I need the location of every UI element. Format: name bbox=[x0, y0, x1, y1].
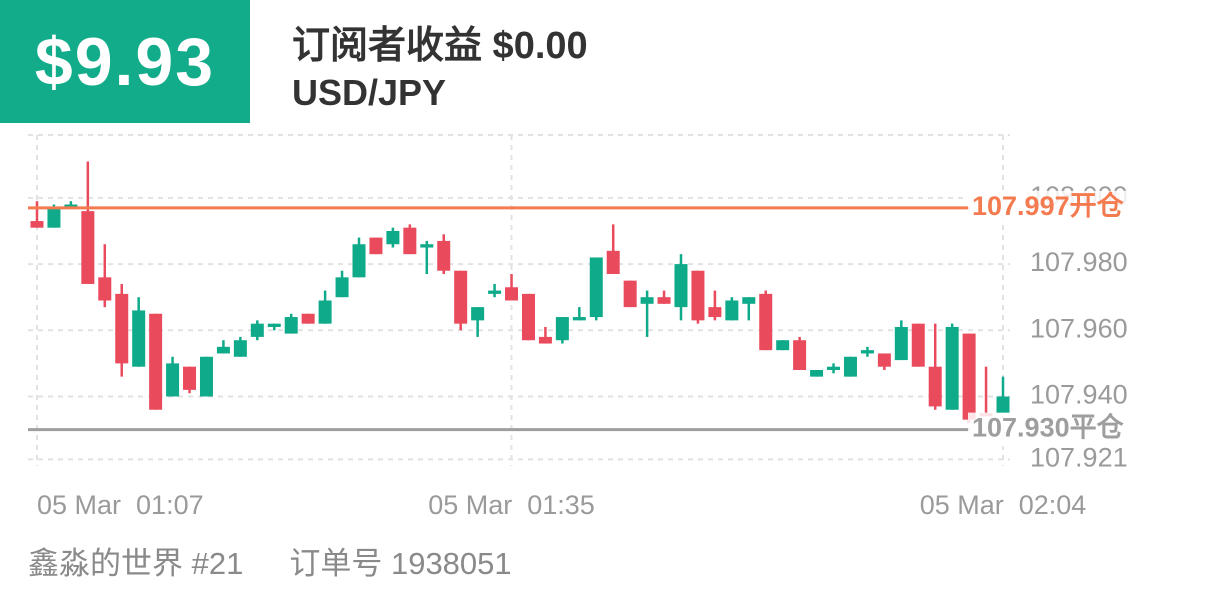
candle-body bbox=[589, 257, 603, 318]
candle-body bbox=[471, 307, 485, 321]
symbol: USD/JPY bbox=[292, 72, 447, 113]
candle-body bbox=[843, 356, 857, 377]
candle-body bbox=[420, 244, 434, 248]
candle-body bbox=[860, 350, 874, 354]
title: 订阅者收益 $0.00 bbox=[292, 25, 588, 67]
candle-body bbox=[267, 323, 281, 327]
candle-body bbox=[301, 313, 315, 324]
candle-body bbox=[98, 277, 112, 301]
price-label-bg bbox=[968, 412, 1138, 447]
candle-body bbox=[657, 297, 671, 304]
candle-body bbox=[962, 333, 976, 420]
candle-body bbox=[776, 340, 790, 351]
candle-body bbox=[674, 264, 688, 308]
candle-body bbox=[877, 353, 891, 367]
candle-body bbox=[454, 270, 468, 324]
y-tick-label: 107.940 bbox=[1030, 380, 1128, 410]
y-tick-label: 107.980 bbox=[1030, 247, 1128, 277]
candle-body bbox=[199, 356, 213, 397]
candle-body bbox=[250, 323, 264, 337]
candle-body bbox=[691, 270, 705, 321]
candle-body bbox=[945, 326, 959, 410]
candle-body bbox=[521, 293, 535, 341]
candle-body bbox=[793, 340, 807, 371]
candle-body bbox=[759, 293, 773, 351]
candle-body bbox=[894, 326, 908, 361]
candle-body bbox=[64, 204, 78, 208]
candle-body bbox=[318, 300, 332, 324]
x-tick-label: 05 Mar 01:07 bbox=[37, 490, 204, 520]
candle-body bbox=[810, 370, 824, 377]
candle-body bbox=[369, 237, 383, 255]
candle-body bbox=[216, 346, 230, 354]
order-number: 订单号 1938051 bbox=[289, 546, 512, 581]
profit-badge: $9.93 bbox=[0, 0, 250, 123]
y-tick-label: 107.960 bbox=[1030, 313, 1128, 343]
candle-body bbox=[742, 297, 756, 304]
candle-body bbox=[911, 323, 925, 367]
candle-body bbox=[115, 293, 129, 364]
candle-body bbox=[47, 207, 61, 228]
candle-body bbox=[149, 313, 163, 410]
candle-body bbox=[183, 366, 197, 390]
x-tick-label: 05 Mar 02:04 bbox=[920, 490, 1087, 520]
footer: 鑫淼的世界 #21 订单号 1938051 bbox=[28, 538, 512, 583]
y-tick-label: 107.921 bbox=[1030, 443, 1128, 473]
candle-body bbox=[538, 336, 552, 344]
candle-body bbox=[708, 307, 722, 318]
candle-body bbox=[725, 300, 739, 321]
candle-body bbox=[505, 287, 519, 301]
candle-body bbox=[233, 340, 247, 357]
x-tick-label: 05 Mar 01:35 bbox=[428, 490, 595, 520]
price-line-label: 107.930平仓 bbox=[972, 413, 1125, 443]
candle-body bbox=[488, 290, 502, 294]
candle-body bbox=[996, 396, 1010, 414]
price-line-label: 107.997开仓 bbox=[972, 191, 1125, 221]
candle-body bbox=[437, 240, 451, 271]
candle-body bbox=[30, 221, 44, 228]
candle-body bbox=[623, 280, 637, 308]
account: 鑫淼的世界 #21 bbox=[28, 546, 244, 581]
candle-body bbox=[284, 317, 298, 334]
candle-body bbox=[403, 227, 417, 255]
candle-body bbox=[555, 317, 569, 341]
candle-body bbox=[928, 366, 942, 407]
candle-body bbox=[827, 366, 841, 371]
candle-body bbox=[335, 277, 349, 298]
candle-body bbox=[352, 244, 366, 278]
candle-body bbox=[606, 250, 620, 275]
candle-body bbox=[386, 230, 400, 245]
candle-body bbox=[572, 317, 586, 321]
candle-body bbox=[166, 363, 180, 397]
price-label-bg bbox=[968, 190, 1138, 225]
candle-body bbox=[81, 211, 95, 284]
candle-body bbox=[132, 310, 146, 367]
candle-body bbox=[640, 297, 654, 304]
